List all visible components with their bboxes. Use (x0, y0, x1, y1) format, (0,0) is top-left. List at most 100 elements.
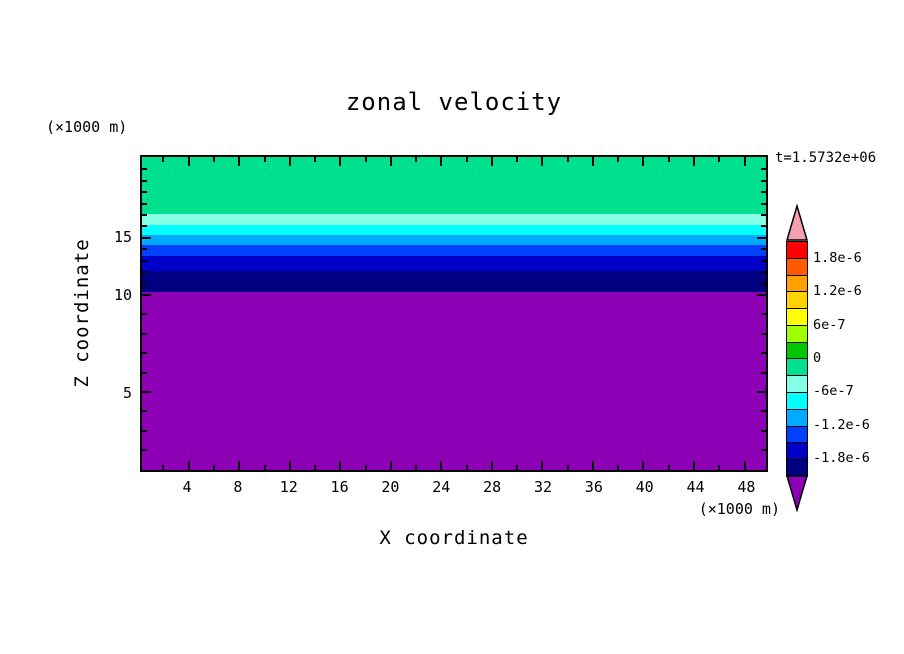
heatmap-band (142, 225, 766, 236)
y-axis-tick (761, 352, 766, 355)
x-axis-tick (617, 157, 620, 162)
x-axis-tick (667, 157, 670, 162)
colorbar-segment (787, 376, 807, 394)
x-axis-tick (566, 157, 569, 162)
x-axis-tick (213, 465, 215, 470)
x-tick-labels: 4 8 12 16 20 24 28 32 36 40 44 48 (140, 478, 768, 498)
y-axis-tick (142, 371, 147, 374)
y-axis-tick (761, 168, 766, 171)
x-tick-label: 48 (737, 478, 756, 496)
x-axis-tick (339, 157, 342, 166)
heatmap-band (142, 256, 766, 271)
y-axis-tick (142, 332, 147, 335)
heatmap-bands (142, 157, 766, 470)
colorbar (786, 241, 808, 477)
colorbar-tick-label: -6e-7 (813, 383, 854, 400)
x-tick-label: 36 (584, 478, 603, 496)
x-axis-tick (490, 157, 493, 166)
colorbar-tick-label: -1.2e-6 (813, 416, 870, 433)
y-axis-tick (761, 271, 766, 274)
heatmap-band (142, 214, 766, 226)
x-axis-tick (415, 465, 418, 470)
colorbar-tick-label: -1.8e-6 (813, 450, 870, 467)
x-axis-tick (591, 461, 594, 470)
x-axis-tick (617, 465, 620, 470)
heatmap-band (142, 270, 766, 292)
y-axis-tick (757, 294, 766, 297)
y-axis-tick (142, 294, 151, 297)
colorbar-tick-label: 1.2e-6 (813, 283, 862, 300)
colorbar-under-arrow (785, 475, 809, 512)
x-tick-label: 16 (330, 478, 349, 496)
x-axis-tick (263, 465, 266, 470)
x-axis-tick (389, 461, 392, 470)
colorbar-segment (787, 309, 807, 326)
heatmap-band (142, 235, 766, 246)
x-axis-tick (693, 157, 695, 166)
y-axis-tick (142, 352, 147, 355)
y-axis-tick (142, 271, 147, 274)
x-axis-tick (667, 465, 670, 470)
x-axis-tick (440, 461, 443, 470)
x-axis-tick (162, 157, 165, 162)
y-axis-tick (761, 448, 766, 451)
y-axis-tick (142, 168, 147, 171)
colorbar-segment (787, 325, 807, 343)
x-axis-tick (238, 157, 241, 166)
colorbar-segment (787, 242, 807, 259)
colorbar-segment (787, 393, 807, 410)
colorbar-tick-label: 6e-7 (813, 316, 846, 333)
colorbar-segment (787, 359, 807, 377)
y-axis-tick (142, 391, 151, 394)
colorbar-segment (787, 342, 807, 360)
x-axis-tick (465, 157, 468, 162)
x-axis-tick (541, 461, 544, 470)
y-axis-tick (761, 313, 766, 316)
y-axis-tick (142, 225, 147, 228)
y-axis-tick (761, 191, 766, 194)
x-axis-tick (162, 465, 165, 470)
colorbar-over-arrow (785, 204, 809, 241)
y-axis-tick (761, 429, 766, 432)
x-axis-tick (693, 461, 695, 470)
x-axis-tick (490, 461, 493, 470)
colorbar-segment (787, 426, 807, 444)
heatmap-band (142, 245, 766, 257)
x-axis-tick (314, 157, 317, 162)
colorbar-segment (787, 460, 807, 476)
heatmap-band (142, 291, 766, 470)
y-axis-tick (761, 248, 766, 251)
y-axis-tick (761, 332, 766, 335)
y-tick-labels: 15 10 5 (96, 155, 132, 472)
y-axis-tick (142, 259, 147, 262)
colorbar-segment (787, 275, 807, 293)
y-axis-tick (142, 448, 147, 451)
x-axis-tick (415, 157, 418, 162)
x-axis-tick (440, 157, 443, 166)
y-axis-tick (761, 202, 766, 205)
x-axis-tick (718, 465, 721, 470)
y-axis-tick (142, 213, 147, 216)
y-axis-tick (142, 237, 151, 240)
x-axis-tick (566, 465, 569, 470)
y-axis-tick (142, 410, 147, 413)
x-axis-tick (516, 465, 519, 470)
x-axis-tick (465, 465, 468, 470)
y-axis-unit-label: (×1000 m) (46, 118, 128, 136)
x-axis-title: X coordinate (379, 527, 529, 549)
x-axis-tick (213, 157, 215, 162)
y-axis-tick (761, 179, 766, 182)
y-tick-label: 10 (113, 286, 132, 305)
y-tick-label: 5 (122, 384, 132, 403)
y-axis-tick (761, 259, 766, 262)
x-axis-tick (364, 465, 367, 470)
x-axis-tick (718, 157, 721, 162)
x-tick-label: 8 (233, 478, 243, 496)
x-axis-tick (339, 461, 342, 470)
y-axis-tick (761, 225, 766, 228)
y-axis-tick (761, 371, 766, 374)
colorbar-segment (787, 292, 807, 310)
y-axis-tick (142, 191, 147, 194)
y-axis-tick (142, 313, 147, 316)
